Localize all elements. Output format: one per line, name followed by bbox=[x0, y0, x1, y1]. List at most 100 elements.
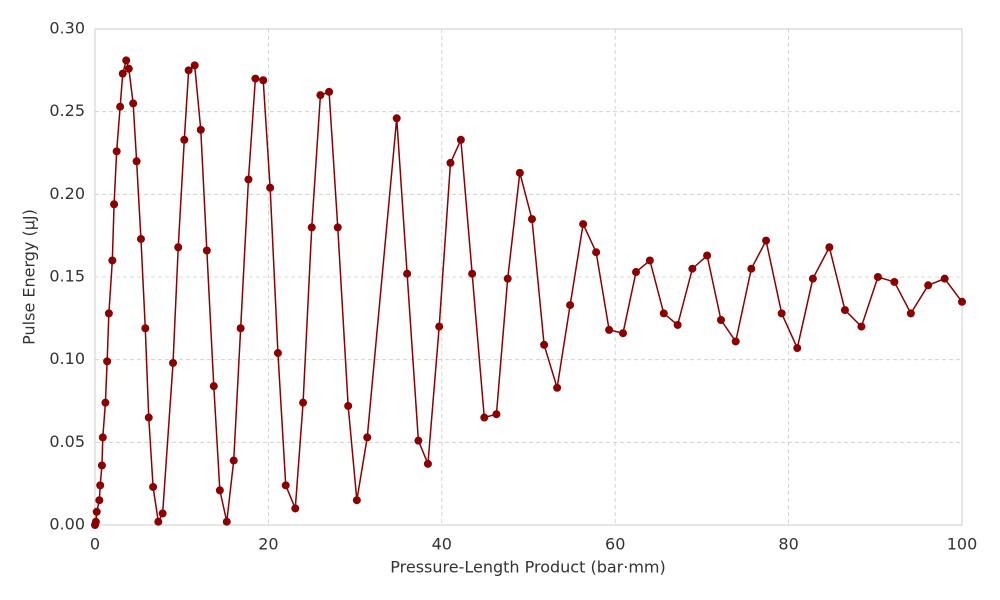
data-point bbox=[840, 306, 849, 315]
x-axis-label: Pressure-Length Product (bar·mm) bbox=[390, 558, 665, 577]
data-point bbox=[793, 344, 802, 353]
data-point bbox=[281, 481, 290, 490]
data-point bbox=[777, 309, 786, 318]
data-point bbox=[299, 398, 308, 407]
data-point bbox=[392, 114, 401, 123]
data-point bbox=[169, 358, 178, 367]
data-point bbox=[108, 256, 117, 265]
data-point bbox=[236, 324, 245, 333]
data-point bbox=[259, 76, 268, 85]
data-point bbox=[688, 264, 697, 273]
data-point bbox=[940, 274, 949, 283]
data-point bbox=[209, 382, 218, 391]
data-point bbox=[91, 517, 100, 526]
data-point bbox=[435, 322, 444, 331]
data-point bbox=[503, 274, 512, 283]
data-point bbox=[673, 320, 682, 329]
data-point bbox=[92, 507, 101, 516]
data-point bbox=[924, 281, 933, 290]
data-point bbox=[480, 413, 489, 422]
x-tick-label: 60 bbox=[605, 535, 625, 554]
data-point bbox=[423, 459, 432, 468]
data-point bbox=[808, 274, 817, 283]
data-point bbox=[645, 256, 654, 265]
y-tick-label: 0.30 bbox=[49, 19, 85, 38]
data-point bbox=[104, 309, 113, 318]
data-point bbox=[98, 433, 107, 442]
data-point bbox=[857, 322, 866, 331]
data-point bbox=[229, 456, 238, 465]
data-point bbox=[716, 315, 725, 324]
data-point bbox=[747, 264, 756, 273]
data-point bbox=[703, 251, 712, 260]
data-point bbox=[632, 268, 641, 277]
data-point bbox=[291, 504, 300, 513]
data-point bbox=[158, 509, 167, 518]
y-tick-label: 0.10 bbox=[49, 349, 85, 368]
data-point bbox=[403, 269, 412, 278]
data-point bbox=[333, 223, 342, 232]
data-point bbox=[316, 91, 325, 100]
data-point bbox=[118, 69, 127, 78]
data-point bbox=[129, 99, 138, 108]
data-point bbox=[659, 309, 668, 318]
data-point bbox=[344, 401, 353, 410]
data-point bbox=[873, 273, 882, 281]
data-point bbox=[112, 147, 121, 156]
data-point bbox=[184, 66, 193, 75]
y-tick-label: 0.00 bbox=[49, 515, 85, 534]
data-point bbox=[96, 481, 105, 490]
data-point bbox=[251, 74, 260, 83]
data-point bbox=[180, 135, 189, 144]
data-point bbox=[307, 223, 316, 232]
data-point bbox=[540, 340, 549, 349]
data-point bbox=[132, 157, 141, 166]
data-point bbox=[136, 234, 145, 243]
data-point bbox=[122, 56, 131, 65]
data-point bbox=[174, 243, 183, 252]
data-point bbox=[149, 482, 158, 491]
data-point bbox=[363, 433, 372, 442]
data-point bbox=[196, 125, 205, 134]
data-point bbox=[273, 349, 282, 358]
data-point bbox=[414, 436, 423, 445]
x-tick-label: 0 bbox=[90, 535, 100, 554]
data-point bbox=[144, 413, 153, 422]
y-tick-label: 0.20 bbox=[49, 184, 85, 203]
data-point bbox=[190, 61, 199, 70]
y-tick-label: 0.15 bbox=[49, 267, 85, 286]
data-point bbox=[446, 158, 455, 167]
data-point bbox=[325, 87, 334, 96]
data-point bbox=[762, 236, 771, 245]
data-point bbox=[97, 461, 106, 470]
data-point bbox=[141, 324, 150, 333]
data-point bbox=[579, 220, 588, 229]
plot-frame bbox=[94, 28, 963, 526]
data-point bbox=[116, 102, 125, 111]
data-point bbox=[110, 200, 119, 209]
data-point bbox=[492, 410, 501, 419]
data-point bbox=[731, 337, 740, 346]
data-point bbox=[154, 517, 163, 526]
data-line bbox=[94, 57, 963, 526]
x-tick-label: 40 bbox=[432, 535, 452, 554]
x-tick-label: 20 bbox=[258, 535, 278, 554]
data-point bbox=[825, 243, 834, 252]
data-point bbox=[468, 269, 477, 278]
data-point bbox=[605, 325, 614, 334]
data-point bbox=[906, 309, 915, 318]
data-point bbox=[566, 301, 575, 310]
data-point bbox=[352, 496, 361, 505]
data-point bbox=[124, 64, 133, 73]
y-axis-label: Pulse Energy (μJ) bbox=[20, 209, 39, 345]
x-tick-label: 80 bbox=[778, 535, 798, 554]
data-point bbox=[95, 496, 104, 505]
y-tick-label: 0.25 bbox=[49, 101, 85, 120]
data-point bbox=[958, 297, 966, 306]
data-point bbox=[515, 168, 524, 177]
data-point bbox=[202, 246, 211, 255]
data-point bbox=[890, 277, 899, 286]
data-point bbox=[592, 248, 601, 257]
